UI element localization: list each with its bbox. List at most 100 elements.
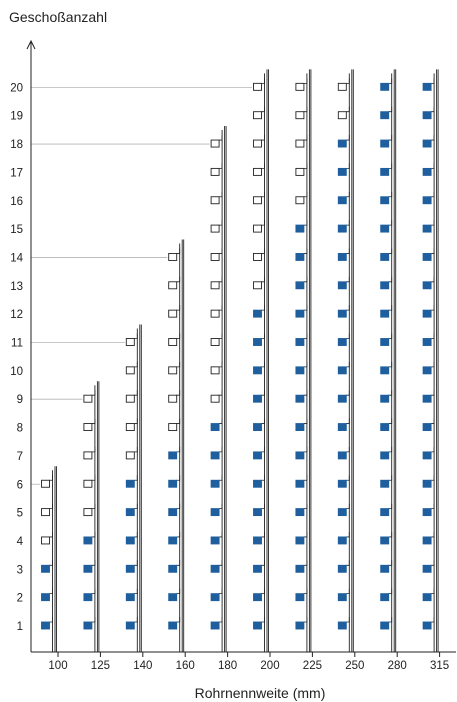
filled-marker-315-floor-10 — [422, 366, 432, 375]
y-tick-label-9: 9 — [17, 394, 23, 406]
filled-marker-200-floor-7 — [253, 451, 262, 460]
branch-connector — [91, 531, 96, 538]
branch-connector — [303, 418, 308, 424]
filled-marker-280-floor-16 — [380, 196, 390, 205]
branch-connector — [218, 333, 223, 339]
branch-connector — [133, 531, 138, 538]
filled-marker-225-floor-8 — [295, 423, 305, 431]
filled-marker-160-floor-2 — [168, 593, 178, 602]
branch-connector — [133, 475, 138, 481]
filled-marker-280-floor-1 — [380, 621, 390, 630]
filled-marker-180-floor-6 — [210, 479, 220, 488]
y-tick-label-14: 14 — [10, 252, 23, 264]
filled-marker-280-floor-10 — [380, 366, 390, 375]
branch-connector — [430, 191, 435, 198]
x-tick-label-125: 125 — [91, 660, 110, 672]
filled-marker-250-floor-12 — [337, 309, 347, 318]
branch-connector — [388, 220, 393, 226]
branch-connector — [430, 560, 435, 566]
branch-connector — [261, 390, 265, 396]
branch-connector — [176, 276, 181, 283]
branch-connector — [261, 135, 265, 141]
branch-connector — [218, 588, 223, 595]
branch-connector — [303, 617, 308, 623]
filled-marker-180-floor-3 — [210, 564, 220, 573]
branch-connector — [176, 503, 181, 510]
hollow-marker-180-floor-11 — [210, 338, 220, 346]
filled-marker-315-floor-16 — [422, 196, 432, 205]
branch-connector — [303, 163, 308, 169]
branch-connector — [303, 248, 308, 254]
filled-marker-315-floor-19 — [422, 111, 432, 120]
branch-connector — [218, 248, 223, 254]
branch-connector — [430, 220, 435, 226]
filled-marker-160-floor-6 — [168, 479, 178, 488]
filled-marker-315-floor-17 — [422, 167, 432, 176]
filled-marker-125-floor-4 — [83, 536, 93, 545]
branch-connector — [261, 191, 265, 198]
branch-connector — [218, 503, 223, 510]
branch-connector — [133, 617, 138, 623]
filled-marker-225-floor-6 — [295, 479, 305, 488]
filled-marker-280-floor-17 — [380, 167, 390, 176]
branch-connector — [218, 390, 223, 396]
filled-marker-140-floor-2 — [125, 593, 135, 602]
filled-marker-200-floor-6 — [253, 479, 262, 488]
branch-connector — [49, 617, 53, 623]
branch-connector — [430, 531, 435, 538]
filled-marker-315-floor-13 — [422, 281, 432, 290]
branch-connector — [176, 617, 181, 623]
x-tick-label-100: 100 — [48, 660, 67, 672]
branch-connector — [388, 333, 393, 339]
hollow-marker-200-floor-19 — [253, 111, 262, 120]
branch-connector — [133, 446, 138, 453]
hollow-marker-225-floor-16 — [295, 196, 305, 205]
y-tick-label-7: 7 — [17, 451, 23, 463]
filled-marker-315-floor-3 — [422, 564, 432, 573]
branch-connector — [430, 588, 435, 595]
y-tick-label-12: 12 — [10, 309, 23, 321]
hollow-marker-125-floor-7 — [83, 451, 93, 460]
branch-connector — [176, 305, 181, 311]
branch-connector — [388, 305, 393, 311]
branch-connector — [303, 191, 308, 198]
branch-connector — [176, 390, 181, 396]
hollow-marker-100-floor-4 — [41, 536, 50, 545]
branch-connector — [303, 333, 308, 339]
y-tick-label-6: 6 — [17, 479, 23, 491]
hollow-marker-160-floor-13 — [168, 281, 178, 290]
branch-connector — [388, 560, 393, 566]
branch-connector — [218, 560, 223, 566]
filled-marker-100-floor-3 — [41, 564, 50, 573]
hollow-marker-160-floor-12 — [168, 309, 178, 318]
branch-connector — [345, 588, 350, 595]
branch-connector — [303, 390, 308, 396]
y-tick-label-1: 1 — [17, 621, 23, 633]
branch-connector — [91, 503, 96, 510]
branch-connector — [345, 475, 350, 481]
branch-connector — [218, 475, 223, 481]
branch-connector — [430, 276, 435, 283]
hollow-marker-225-floor-17 — [295, 167, 305, 176]
branch-connector — [133, 390, 138, 396]
filled-marker-250-floor-2 — [337, 593, 347, 602]
hollow-marker-125-floor-8 — [83, 423, 93, 431]
hollow-marker-140-floor-10 — [125, 366, 135, 375]
y-tick-label-11: 11 — [11, 338, 23, 350]
branch-connector — [218, 163, 223, 169]
y-tick-label-20: 20 — [10, 82, 23, 94]
branch-connector — [430, 617, 435, 623]
branch-connector — [176, 531, 181, 538]
branch-connector — [261, 560, 265, 566]
branch-connector — [49, 560, 53, 566]
hollow-marker-160-floor-8 — [168, 423, 178, 431]
filled-marker-280-floor-5 — [380, 508, 390, 517]
branch-connector — [218, 135, 223, 141]
branch-connector — [303, 475, 308, 481]
branch-connector — [303, 78, 308, 84]
branch-connector — [261, 418, 265, 424]
filled-marker-315-floor-20 — [422, 82, 432, 91]
filled-marker-250-floor-11 — [337, 338, 347, 346]
branch-connector — [303, 276, 308, 283]
branch-connector — [261, 617, 265, 623]
